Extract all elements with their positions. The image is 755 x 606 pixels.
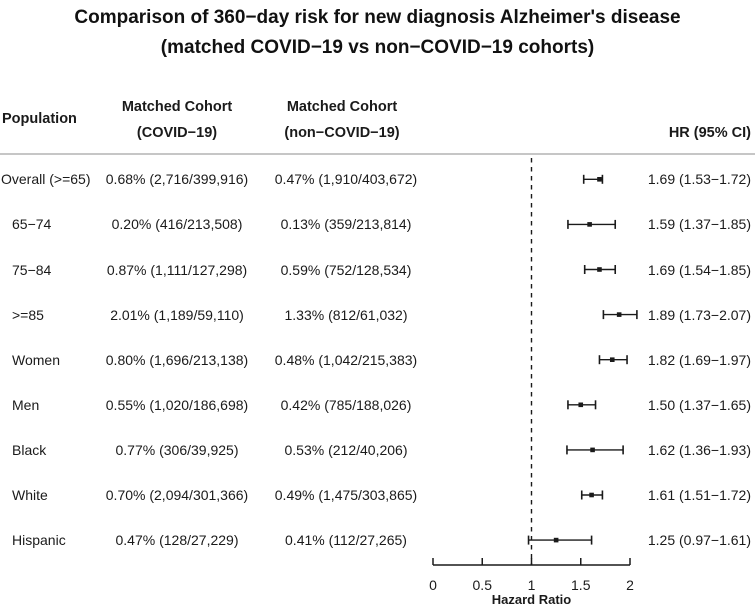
point-estimate-marker [578, 402, 584, 408]
noncovid-cohort-value: 0.59% (752/128,534) [280, 261, 412, 278]
point-estimate-marker [590, 447, 595, 453]
table-row: 65−74 0.20% (416/213,508) 0.13% (359/213,8… [0, 215, 755, 233]
x-axis-tick-label: 1 [528, 577, 536, 593]
population-label: >=85 [12, 306, 44, 323]
table-row: Overall (>=65) 0.68% (2,716/399,916) 0.47%… [0, 170, 755, 188]
x-axis-tick-label: 0 [429, 577, 437, 593]
population-label: 75−84 [12, 261, 52, 278]
table-row: Men 0.55% (1,020/186,698) 0.42% (785/188,0… [0, 396, 755, 414]
column-header-noncovid-line2: (non−COVID−19) [284, 125, 400, 141]
noncovid-cohort-value: 0.13% (359/213,814) [280, 216, 412, 233]
x-axis-tick-label: 1.5 [571, 577, 591, 593]
population-label: Men [12, 396, 40, 413]
point-estimate-marker [597, 267, 602, 272]
noncovid-cohort-value: 0.42% (785/188,026) [280, 396, 412, 413]
covid-cohort-value: 0.68% (2,716/399,916) [105, 171, 249, 188]
noncovid-cohort-value: 0.53% (212/40,206) [284, 441, 408, 458]
hr-ci-value: 1.69 (1.53−1.72) [647, 171, 751, 188]
point-estimate-marker [587, 222, 592, 227]
covid-cohort-value: 0.80% (1,696/213,138) [105, 351, 249, 368]
population-label: White [12, 487, 48, 503]
hr-ci-value: 1.61 (1.51−1.72) [647, 487, 751, 503]
header-separator-line [0, 153, 755, 155]
column-header-covid-line1: Matched Cohort [121, 99, 233, 115]
covid-cohort-value: 0.55% (1,020/186,698) [105, 396, 249, 413]
point-estimate-marker [589, 492, 594, 498]
population-label: Black [12, 441, 47, 458]
table-row: Hispanic 0.47% (128/27,229) 0.41% (112/27,… [0, 531, 755, 549]
x-axis-tick-label: 2 [626, 577, 634, 593]
column-header-hr-ci: HR (95% CI) [668, 125, 751, 141]
hr-ci-value: 1.69 (1.54−1.85) [647, 261, 751, 278]
point-estimate-marker [616, 312, 622, 317]
covid-cohort-value: 0.47% (128/27,229) [115, 532, 239, 549]
column-header-covid-cohort: Matched Cohort (COVID−19) [96, 94, 258, 146]
x-axis-tick-label: 0.5 [473, 577, 493, 593]
hr-ci-value: 1.89 (1.73−2.07) [647, 306, 751, 323]
table-row: White 0.70% (2,094/301,366) 0.49% (1,475/3… [0, 486, 755, 504]
covid-cohort-value: 0.77% (306/39,925) [115, 441, 239, 458]
hr-ci-value: 1.59 (1.37−1.85) [647, 216, 751, 233]
table-row: 75−84 0.87% (1,111/127,298) 0.59% (752/128… [0, 261, 755, 279]
point-estimate-marker [597, 177, 602, 182]
population-label: Women [12, 351, 60, 368]
population-label: Overall (>=65) [1, 171, 91, 188]
column-header-population: Population [2, 111, 77, 127]
noncovid-cohort-value: 1.33% (812/61,032) [284, 306, 408, 323]
column-header-noncovid-line1: Matched Cohort [286, 99, 398, 115]
column-header-noncovid-cohort: Matched Cohort (non−COVID−19) [261, 94, 423, 146]
noncovid-cohort-value: 0.41% (112/27,265) [285, 532, 407, 549]
point-estimate-marker [609, 357, 615, 362]
hr-ci-value: 1.82 (1.69−1.97) [647, 351, 751, 368]
noncovid-cohort-value: 0.48% (1,042/215,383) [274, 351, 418, 368]
column-header-covid-line2: (COVID−19) [136, 125, 218, 141]
noncovid-cohort-value: 0.49% (1,475/303,865) [274, 487, 418, 503]
table-row: >=85 2.01% (1,189/59,110) 1.33% (812/61,03… [0, 306, 755, 324]
population-label: 65−74 [12, 216, 52, 233]
point-estimate-marker [553, 537, 559, 543]
chart-title-line1: Comparison of 360−day risk for new diagn… [74, 7, 681, 28]
noncovid-cohort-value: 0.47% (1,910/403,672) [274, 171, 418, 188]
chart-title-line2: (matched COVID−19 vs non−COVID−19 cohort… [160, 37, 595, 58]
hr-ci-value: 1.62 (1.36−1.93) [647, 441, 751, 458]
covid-cohort-value: 2.01% (1,189/59,110) [110, 306, 244, 323]
chart-title: Comparison of 360−day risk for new diagn… [0, 3, 755, 63]
covid-cohort-value: 0.70% (2,094/301,366) [105, 487, 249, 503]
x-axis-label: Hazard Ratio [492, 592, 572, 606]
population-label: Hispanic [12, 532, 66, 549]
covid-cohort-value: 0.87% (1,111/127,298) [106, 261, 248, 278]
hr-ci-value: 1.50 (1.37−1.65) [647, 396, 751, 413]
hr-ci-value: 1.25 (0.97−1.61) [647, 532, 751, 549]
table-row: Women 0.80% (1,696/213,138) 0.48% (1,042/2… [0, 351, 755, 369]
covid-cohort-value: 0.20% (416/213,508) [111, 216, 243, 233]
table-row: Black 0.77% (306/39,925) 0.53% (212/40,206… [0, 441, 755, 459]
